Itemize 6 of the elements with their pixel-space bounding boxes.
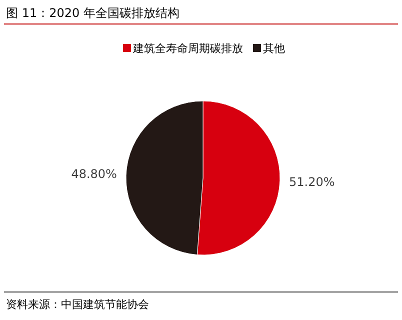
text: 资料来源：中国建筑节能协会 <box>6 298 149 311</box>
legend-label: 其他 <box>263 42 285 55</box>
data-label: 48.80% <box>71 166 117 181</box>
legend-label: 建筑全寿命周期碳排放 <box>132 42 243 55</box>
data-label: 51.20% <box>289 175 335 190</box>
chart-title: 图 11：2020 年全国碳排放结构 <box>6 6 180 20</box>
